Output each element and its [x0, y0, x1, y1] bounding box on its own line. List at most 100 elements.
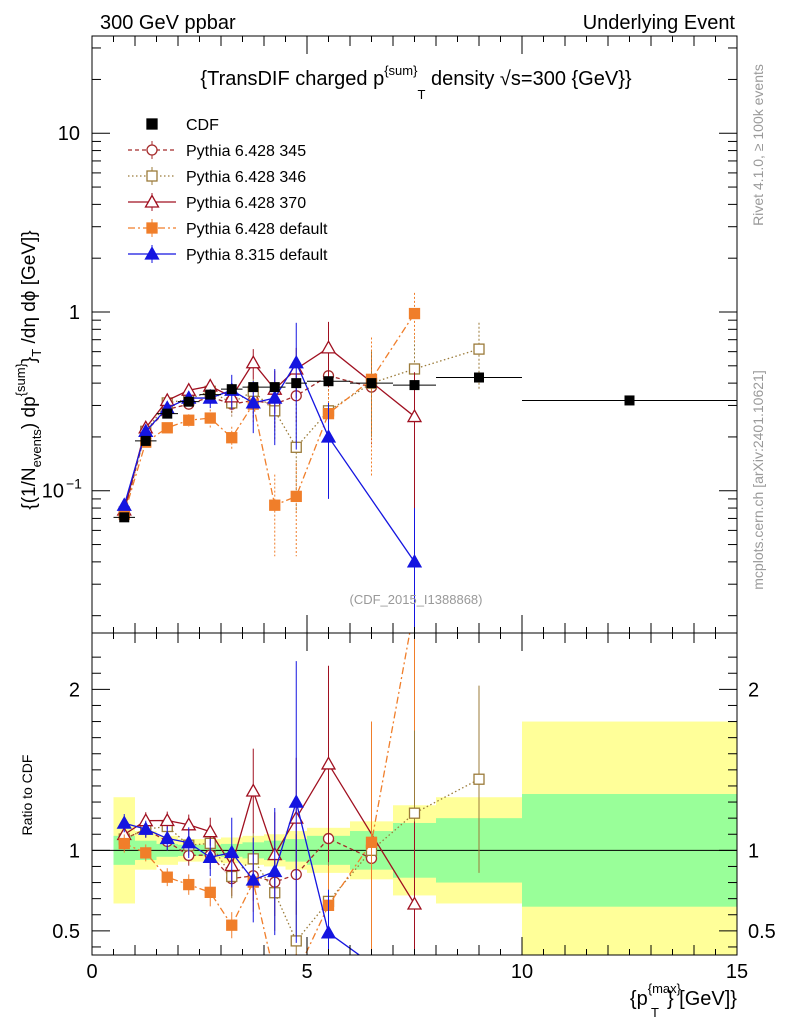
legend-entry-label: Pythia 6.428 345 [186, 143, 306, 160]
series-5-point [320, 429, 337, 443]
x-tick-label: 0 [86, 961, 97, 983]
series-4-ratio-point [291, 969, 301, 979]
series-5-ratio-point [288, 794, 304, 808]
series-4-ratio-line [123, 633, 411, 955]
ratio-tick-label: 1 [69, 840, 80, 862]
series-5-ratio-point [267, 863, 283, 878]
cdf-point [162, 408, 173, 419]
analysis-watermark: (CDF_2015_I1388868) [350, 592, 483, 607]
series-3-ratio-point [406, 896, 423, 910]
legend-marker [146, 170, 158, 182]
legend-entry-label: Pythia 6.428 370 [186, 195, 306, 212]
legend-entry-label: Pythia 8.315 default [186, 247, 328, 264]
x-axis-label: {p{max} T} [GeV]} [630, 981, 737, 1020]
series-4-point [226, 432, 238, 444]
ratio-tick-label-right: 2 [748, 679, 759, 701]
cdf-point [205, 389, 216, 400]
y-tick-exponent: −1 [66, 476, 82, 492]
series-4-main [118, 292, 421, 557]
cdf-point [269, 382, 280, 393]
ratio-tick-label-right: 1 [748, 840, 759, 862]
series-5-ratio-point [202, 849, 218, 863]
series-2-point [473, 343, 485, 355]
series-4-point [204, 412, 216, 424]
legend-entry-label: Pythia 6.428 default [186, 221, 328, 238]
series-5-point [116, 497, 132, 511]
series-1-main [118, 352, 378, 518]
series-5-ratio-point [138, 821, 154, 835]
x-tick-label: 5 [301, 961, 312, 983]
header-left: 300 GeV ppbar [100, 12, 236, 34]
y-axis-label: {(1/Nevents) dp{sum}}T /dη dϕ [GeV]} [13, 230, 44, 509]
cdf-point [366, 378, 377, 389]
series-3-point [245, 354, 261, 369]
legend-entry-label: Pythia 6.428 346 [186, 169, 306, 186]
cdf-point [409, 380, 420, 391]
series-4-ratio-point [226, 919, 238, 931]
rivet-version-label: Rivet 4.1.0, ≥ 100k events [750, 64, 766, 226]
series-4-ratio [118, 633, 415, 981]
cdf-point [226, 384, 237, 395]
series-3-ratio-point [159, 812, 175, 827]
series-5-ratio-point [181, 834, 197, 849]
series-4-ratio-point [270, 971, 280, 981]
series-3-point [320, 340, 337, 354]
ratio-tick-label: 0.5 [52, 921, 80, 943]
cdf-point [291, 378, 302, 389]
series-5-point [406, 554, 423, 568]
chart-title: {TransDIF charged p{sum}T density √s=300… [200, 63, 631, 102]
series-3-ratio-point [202, 823, 218, 838]
cdf-point [183, 396, 194, 407]
series-5-point [288, 354, 304, 369]
series-3-ratio-point [245, 783, 261, 797]
y-tick-label: 1 [69, 302, 80, 324]
series-2-main [118, 322, 485, 518]
series-4-point [161, 422, 173, 434]
series-5-ratio-point [159, 830, 175, 845]
cdf-point [248, 382, 259, 393]
series-4-ratio-point [140, 847, 152, 859]
series-4-point [408, 307, 421, 320]
series-5-point [267, 390, 283, 404]
legend-marker [144, 194, 160, 208]
cdf-point [140, 435, 151, 446]
series-2-ratio-point [473, 773, 485, 785]
legend-marker [146, 144, 158, 156]
legend: CDF Pythia 6.428 345 Pythia 6.428 346 Pythi… [128, 117, 328, 264]
cdf-data-layer [113, 372, 737, 523]
cdf-point [624, 395, 635, 406]
legend-marker [144, 246, 160, 260]
series-4-point [183, 414, 195, 426]
series-3-ratio-point [320, 756, 337, 770]
series-4-ratio-point [365, 836, 378, 848]
legend-marker [146, 118, 158, 130]
header-right: Underlying Event [583, 12, 736, 34]
x-tick-label: 15 [726, 961, 748, 983]
ratio-tick-label-right: 0.5 [748, 921, 776, 943]
series-5-ratio-point [116, 815, 132, 829]
y-tick-label: 10 [58, 123, 80, 145]
x-tick-label: 10 [511, 961, 533, 983]
mcplots-credit-label: mcplots.cern.ch [arXiv:2401.10621] [750, 370, 766, 589]
series-4-point [269, 499, 281, 511]
series-4-point [290, 490, 302, 503]
cdf-point [323, 376, 334, 387]
series-5-ratio-point [320, 924, 337, 939]
series-5-point [245, 395, 261, 409]
series-4-ratio-point [118, 837, 130, 850]
ratio-tick-label: 2 [69, 679, 80, 701]
mc-series-layer [116, 292, 485, 1000]
series-5-ratio [116, 661, 421, 1000]
series-2-ratio-point [408, 807, 421, 819]
series-4-ratio-point [183, 878, 195, 891]
y-tick-label: 10 [42, 481, 64, 503]
series-3-point [406, 408, 423, 423]
series-5-ratio-point [408, 988, 421, 1000]
legend-entry-label: CDF [186, 117, 219, 134]
ratio-axis-label: Ratio to CDF [19, 755, 35, 836]
series-4-ratio-point [204, 886, 216, 898]
series-5-ratio-point [245, 872, 261, 886]
series-5-ratio-point [224, 844, 240, 859]
